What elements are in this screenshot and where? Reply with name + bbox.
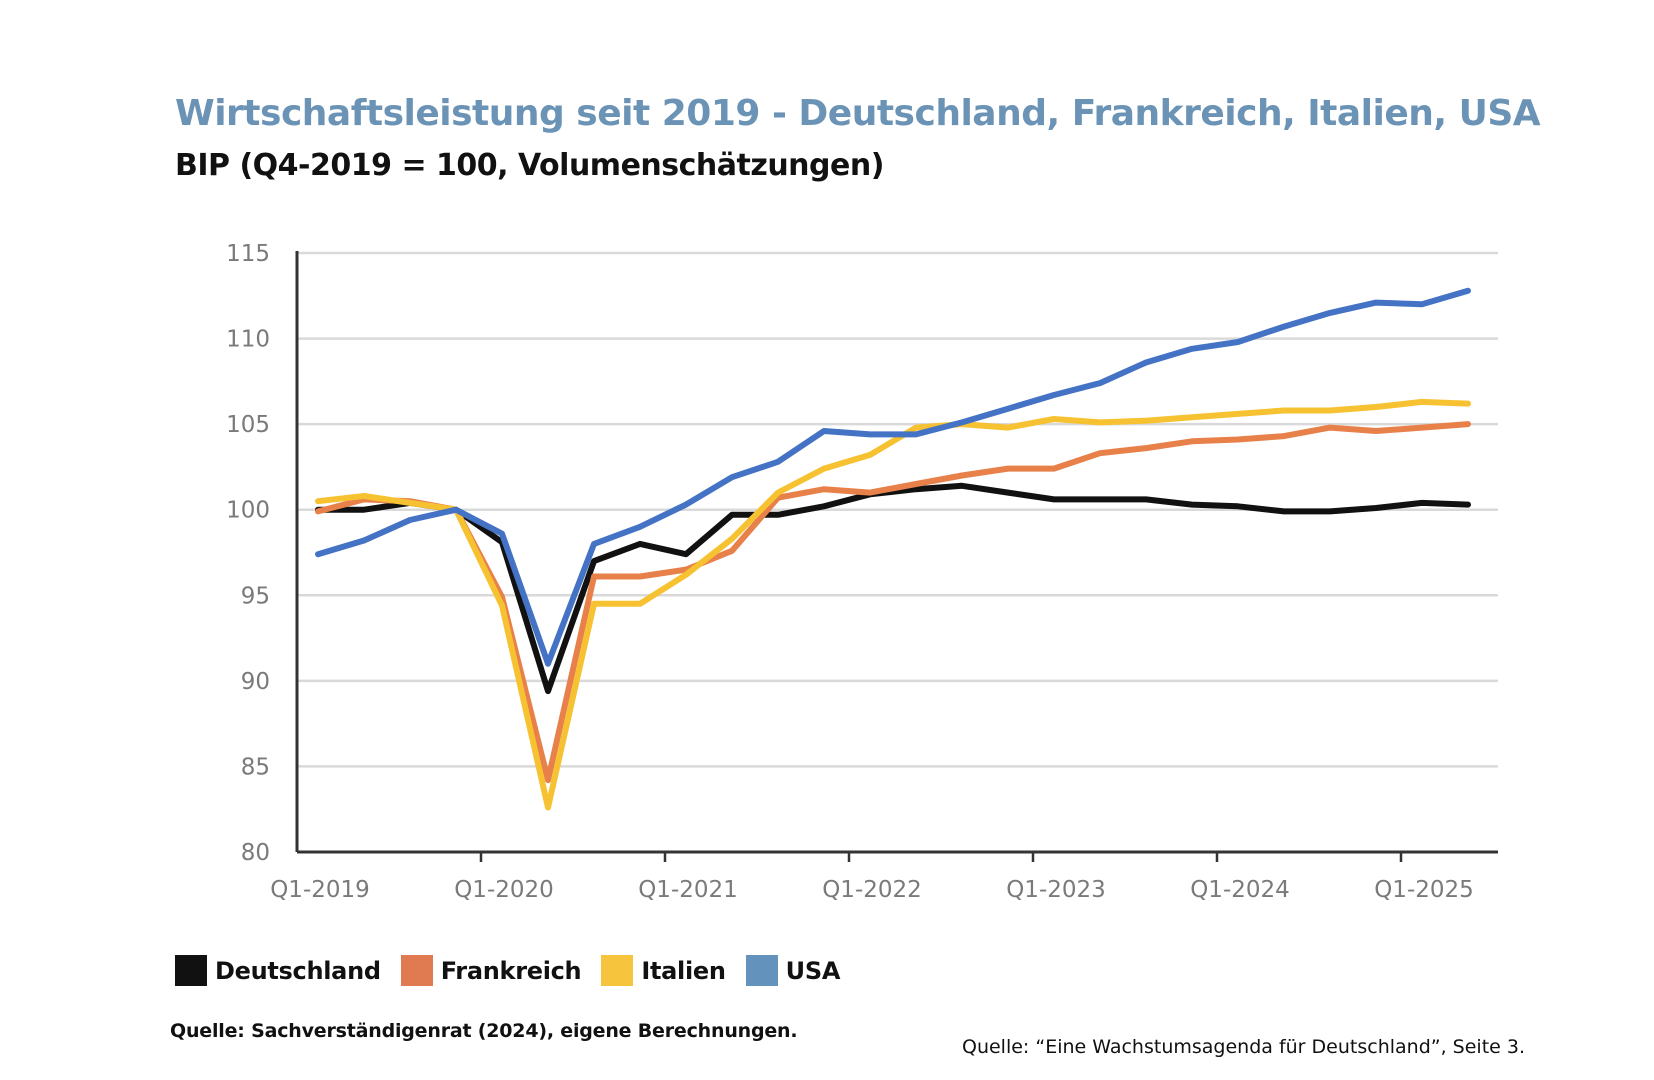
legend-label: Frankreich xyxy=(440,956,582,985)
legend-item-deutschland: Deutschland xyxy=(175,955,381,986)
chart-title: Wirtschaftsleistung seit 2019 - Deutschl… xyxy=(175,93,1541,134)
legend-item-usa: USA xyxy=(745,955,841,986)
series-line-frankreich xyxy=(315,421,1471,784)
legend-label: Deutschland xyxy=(215,956,381,985)
series-line-usa xyxy=(315,287,1471,667)
y-tick-label: 100 xyxy=(226,498,270,524)
source-note: Quelle: Sachverständigenrat (2024), eige… xyxy=(170,1020,798,1042)
y-tick-label: 90 xyxy=(241,669,270,695)
legend-swatch-frankreich xyxy=(400,955,433,986)
x-tick-label: Q1-2023 xyxy=(1006,877,1106,903)
series-line-italien xyxy=(315,398,1471,811)
y-axis-ticks: 80 85 90 95 100 105 110 115 xyxy=(226,241,270,866)
x-tick-label: Q1-2020 xyxy=(454,877,554,903)
legend-item-italien: Italien xyxy=(601,955,726,986)
y-tick-label: 95 xyxy=(241,583,270,609)
legend-swatch-italien xyxy=(601,955,634,986)
x-tick-label: Q1-2019 xyxy=(270,877,370,903)
y-tick-label: 85 xyxy=(241,754,270,780)
legend-label: USA xyxy=(785,956,841,985)
chart-subtitle: BIP (Q4-2019 = 100, Volumenschätzungen) xyxy=(175,148,884,183)
y-tick-label: 80 xyxy=(241,840,270,866)
legend-item-frankreich: Frankreich xyxy=(400,955,582,986)
x-tick-label: Q1-2025 xyxy=(1374,877,1474,903)
x-tick-label: Q1-2024 xyxy=(1190,877,1290,903)
x-axis-ticks: Q1-2019 Q1-2020 Q1-2021 Q1-2022 Q1-2023 Q1-20… xyxy=(270,852,1474,903)
legend-swatch-usa xyxy=(745,955,778,986)
source-citation: Quelle: “Eine Wachstumsagenda für Deutsc… xyxy=(962,1036,1526,1058)
y-tick-label: 110 xyxy=(226,327,270,353)
y-tick-label: 105 xyxy=(226,412,270,438)
x-tick-label: Q1-2021 xyxy=(638,877,738,903)
series-lines xyxy=(315,287,1471,811)
y-tick-label: 115 xyxy=(226,241,270,267)
legend-label: Italien xyxy=(641,956,726,985)
legend-swatch-deutschland xyxy=(175,955,207,986)
x-tick-label: Q1-2022 xyxy=(822,877,922,903)
series-line-deutschland xyxy=(315,482,1471,695)
legend: Deutschland Frankreich Italien USA xyxy=(175,955,860,986)
